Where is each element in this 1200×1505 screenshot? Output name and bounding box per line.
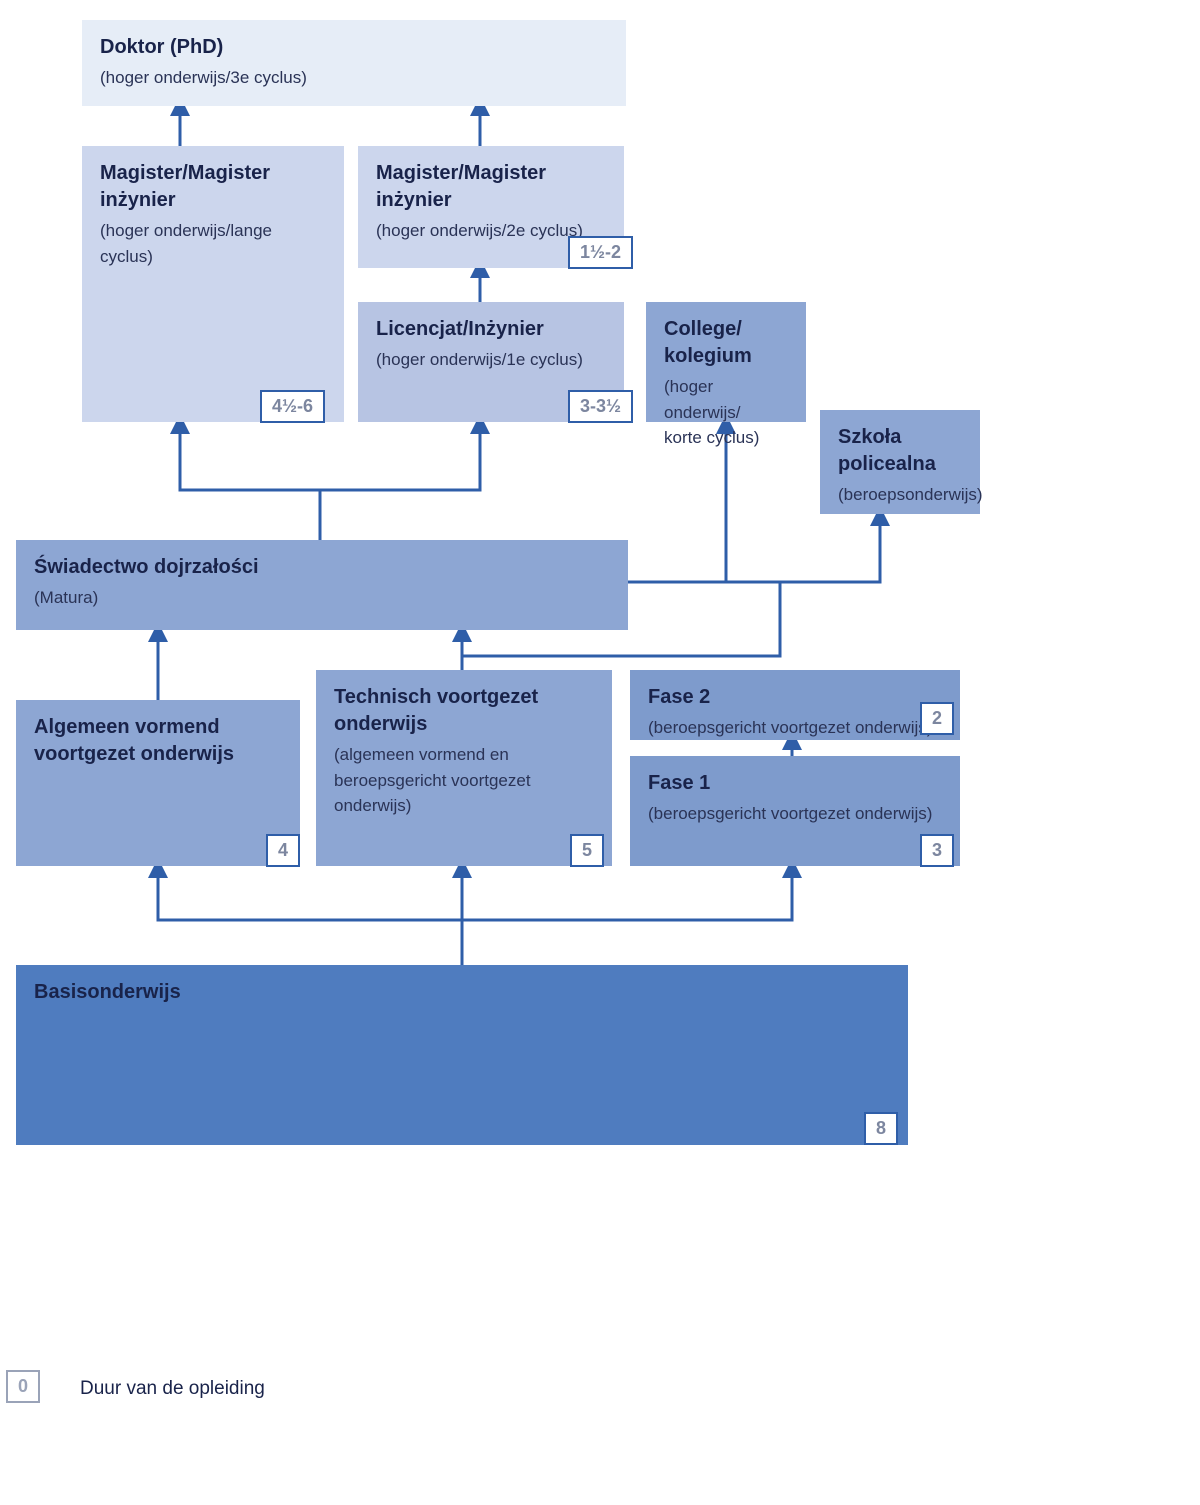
node-subtitle: (algemeen vormend en beroepsgericht voor… <box>334 742 594 819</box>
edge <box>180 446 480 540</box>
node-fase2: Fase 2 (beroepsgericht voortgezet onderwi… <box>630 670 960 740</box>
node-subtitle: (hoger onderwijs/lange cyclus) <box>100 218 326 269</box>
node-subtitle: (beroepsgericht voortgezet onderwijs) <box>648 801 942 827</box>
node-title: Magister/Magister inżynier <box>100 160 326 214</box>
node-title: Fase 2 <box>648 684 942 711</box>
duration-badge: 3 <box>920 834 954 867</box>
node-matura: Świadectwo dojrzałości (Matura) <box>16 540 628 630</box>
node-title: College/ kolegium <box>664 316 788 370</box>
node-basis: Basisonderwijs <box>16 965 908 1145</box>
node-algemeen: Algemeen vormend voortgezet onderwijs <box>16 700 300 866</box>
node-subtitle: (hoger onderwijs/ korte cyclus) <box>664 374 788 451</box>
node-title: Basisonderwijs <box>34 979 890 1006</box>
node-title: Fase 1 <box>648 770 942 797</box>
node-subtitle: (beroepsonderwijs) <box>838 482 962 508</box>
duration-badge: 3-3½ <box>568 390 633 423</box>
duration-badge: 5 <box>570 834 604 867</box>
node-mag-long: Magister/Magister inżynier(hoger onderwi… <box>82 146 344 422</box>
node-title: Technisch voortgezet onderwijs <box>334 684 594 738</box>
legend-duration-symbol: 0 <box>6 1370 40 1403</box>
node-title: Algemeen vormend voortgezet onderwijs <box>34 714 282 768</box>
node-title: Licencjat/Inżynier <box>376 316 606 343</box>
node-title: Magister/Magister inżynier <box>376 160 606 214</box>
duration-badge: 4 <box>266 834 300 867</box>
node-title: Doktor (PhD) <box>100 34 608 61</box>
node-title: Świadectwo dojrzałości <box>34 554 610 581</box>
duration-badge: 1½-2 <box>568 236 633 269</box>
duration-badge: 8 <box>864 1112 898 1145</box>
duration-badge: 2 <box>920 702 954 735</box>
node-policealna: Szkoła policealna (beroepsonderwijs) <box>820 410 980 514</box>
node-title: Szkoła policealna <box>838 424 962 478</box>
diagram-stage: Doktor (PhD) (hoger onderwijs/3e cyclus) M… <box>0 0 1200 1505</box>
node-subtitle: (beroepsgericht voortgezet onderwijs) <box>648 715 942 741</box>
node-technisch: Technisch voortgezet onderwijs(algemeen … <box>316 670 612 866</box>
legend-duration-label: Duur van de opleiding <box>80 1378 265 1400</box>
node-college: College/ kolegium(hoger onderwijs/ korte… <box>646 302 806 422</box>
edge <box>158 890 792 965</box>
node-phd: Doktor (PhD) (hoger onderwijs/3e cyclus) <box>82 20 626 106</box>
node-subtitle: (Matura) <box>34 585 610 611</box>
node-subtitle: (hoger onderwijs/1e cyclus) <box>376 347 606 373</box>
node-fase1: Fase 1 (beroepsgericht voortgezet onderwi… <box>630 756 960 866</box>
duration-badge: 4½-6 <box>260 390 325 423</box>
node-subtitle: (hoger onderwijs/3e cyclus) <box>100 65 608 91</box>
